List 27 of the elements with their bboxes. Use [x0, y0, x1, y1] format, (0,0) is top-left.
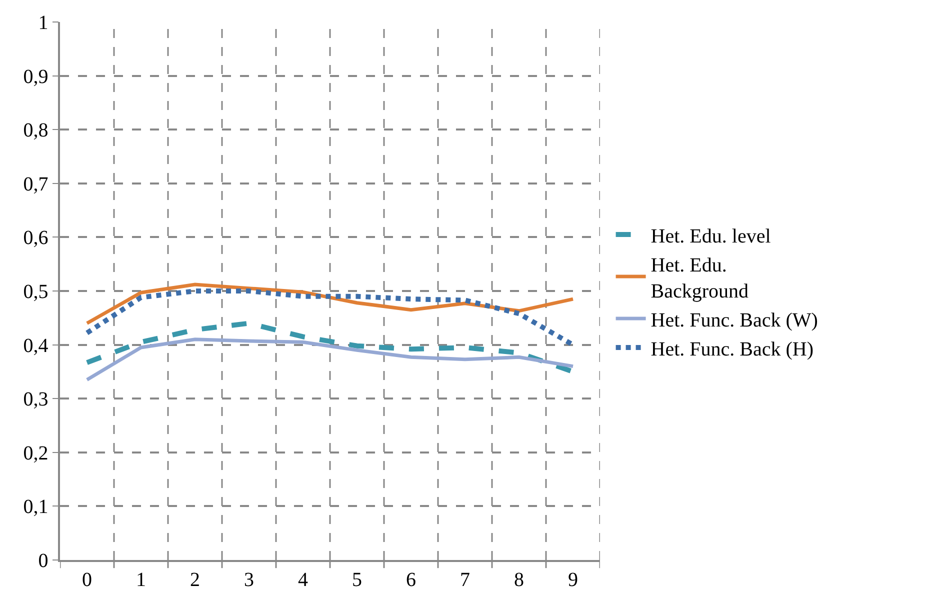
legend-label: Het. Func. Back (W) [650, 309, 818, 332]
legend-label: Het. Edu. level [650, 225, 772, 248]
y-tick-label: 0,6 [23, 227, 48, 250]
y-tick-label: 0,7 [23, 173, 48, 196]
x-tick-label: 3 [244, 568, 254, 591]
x-tick-label: 4 [298, 568, 308, 591]
legend-label: Het. Func. Back (H) [650, 338, 814, 360]
line-series [85, 338, 575, 382]
x-tick-label: 7 [460, 568, 470, 591]
x-tick-label: 9 [568, 568, 578, 591]
x-tick-label: 6 [406, 568, 416, 591]
y-tick-label: 0,4 [23, 334, 48, 357]
y-tick-label: 0,8 [23, 120, 48, 142]
y-tick-label: 0,2 [23, 442, 48, 464]
x-tick-label: 8 [514, 568, 524, 591]
y-tick-label: 1 [38, 12, 48, 34]
y-tick-label: 0 [38, 550, 48, 572]
y-tick-label: 0,5 [23, 281, 48, 303]
y-tick-label: 0,1 [23, 496, 48, 518]
x-tick-label: 0 [82, 568, 92, 591]
x-tick-label: 1 [136, 568, 146, 591]
x-tick-label: 5 [352, 568, 362, 591]
legend-label: Het. Edu. Background [650, 254, 749, 302]
line-series [85, 282, 575, 326]
y-tick-label: 0,9 [23, 66, 48, 88]
x-tick-label: 2 [190, 568, 200, 591]
y-tick-label: 0,3 [23, 388, 48, 411]
